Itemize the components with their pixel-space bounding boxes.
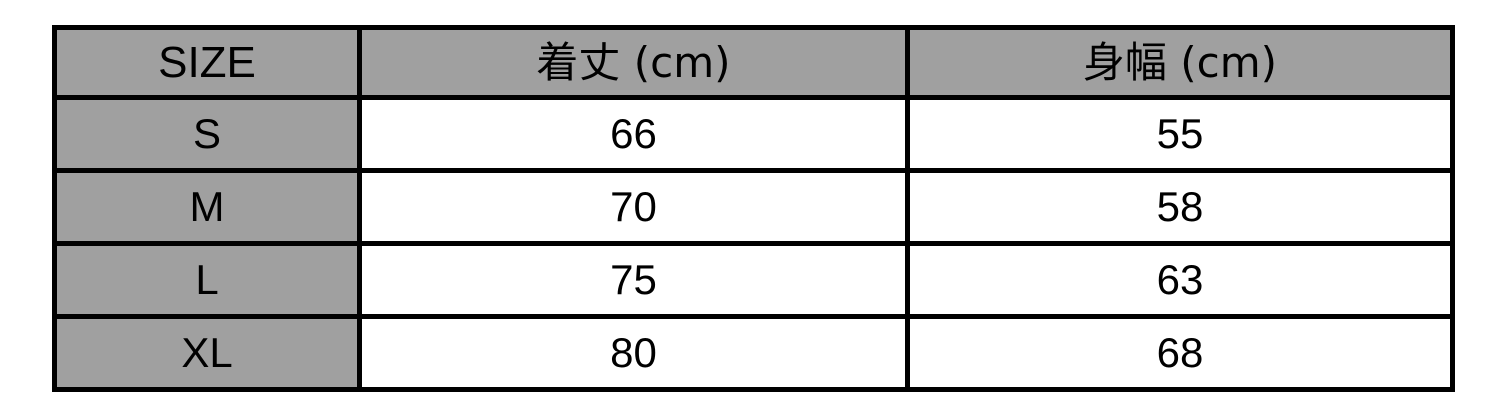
table-body: S 66 55 M 70 58 L 75 63 XL 80 68 — [52, 95, 1455, 392]
table-row: M 70 58 — [52, 168, 1455, 246]
cell-length-s: 66 — [357, 95, 910, 173]
cell-width-m: 58 — [905, 168, 1455, 246]
header-row: SIZE 着丈 (cm) 身幅 (cm) — [52, 25, 1455, 100]
cell-width-xl: 68 — [905, 314, 1455, 392]
cell-length-m: 70 — [357, 168, 910, 246]
cell-size-l: L — [52, 241, 362, 319]
cell-length-xl: 80 — [357, 314, 910, 392]
cell-length-l: 75 — [357, 241, 910, 319]
table-row: L 75 63 — [52, 241, 1455, 319]
cell-size-s: S — [52, 95, 362, 173]
column-header-body-length: 着丈 (cm) — [357, 25, 910, 100]
table-header: SIZE 着丈 (cm) 身幅 (cm) — [52, 25, 1455, 100]
cell-width-s: 55 — [905, 95, 1455, 173]
table-row: S 66 55 — [52, 95, 1455, 173]
size-chart-table: SIZE 着丈 (cm) 身幅 (cm) S 66 55 M 70 58 L 7… — [52, 25, 1455, 392]
cell-width-l: 63 — [905, 241, 1455, 319]
cell-size-xl: XL — [52, 314, 362, 392]
cell-size-m: M — [52, 168, 362, 246]
column-header-size: SIZE — [52, 25, 362, 100]
column-header-body-width: 身幅 (cm) — [905, 25, 1455, 100]
table-row: XL 80 68 — [52, 314, 1455, 392]
